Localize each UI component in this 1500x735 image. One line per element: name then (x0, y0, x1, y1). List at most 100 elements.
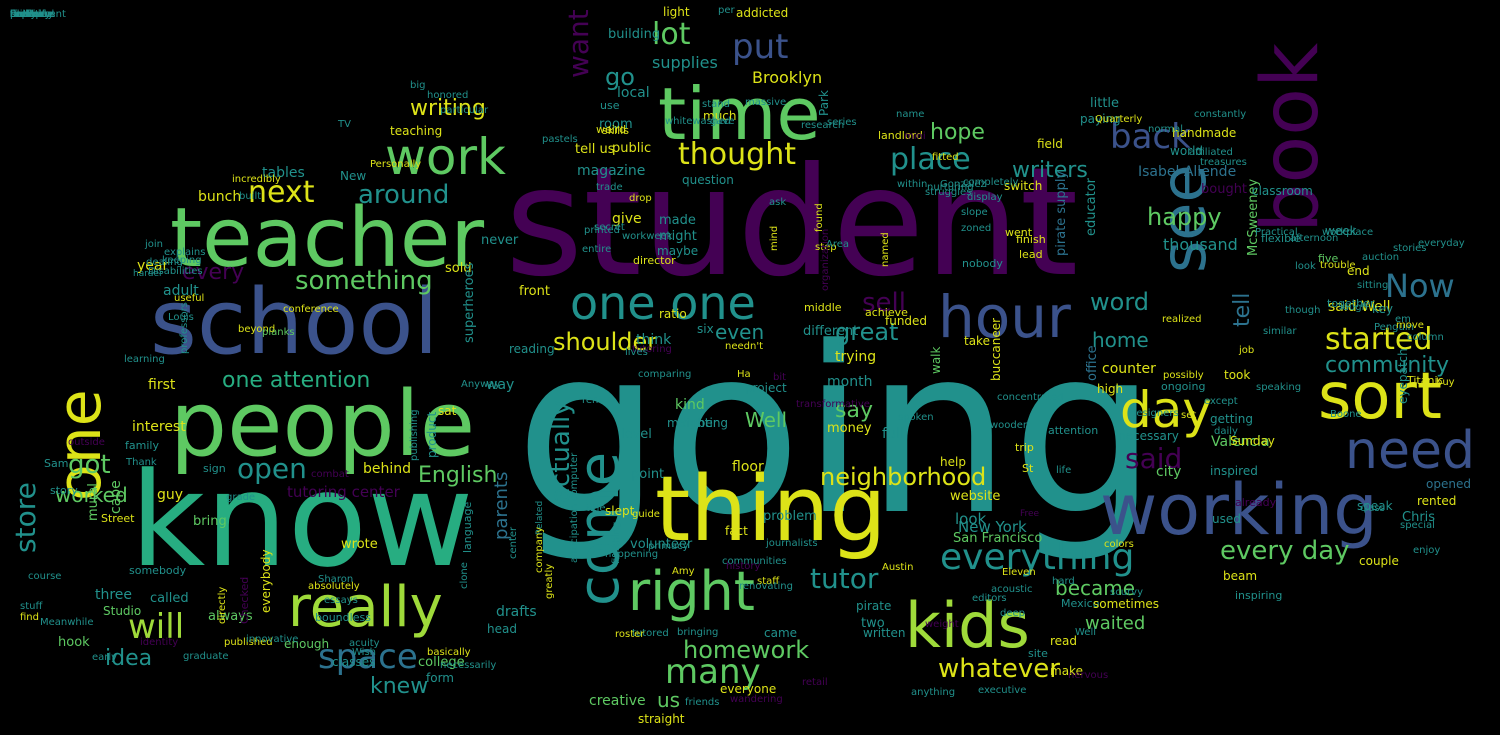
cloud-word: Sam (44, 457, 69, 470)
cloud-word: might (659, 229, 697, 244)
cloud-word: ongoing (1161, 380, 1206, 393)
cloud-word: New (340, 169, 367, 183)
cloud-word: thing (655, 457, 887, 562)
cloud-word: spoken (898, 412, 934, 423)
cloud-word: got (68, 450, 111, 480)
cloud-word: full (882, 426, 904, 442)
cloud-word: around (358, 180, 450, 210)
cloud-word: used (1212, 512, 1241, 526)
cloud-word: first (148, 377, 176, 393)
cloud-word: two (861, 616, 885, 631)
cloud-word: beyond (238, 324, 276, 335)
cloud-word: great (835, 318, 899, 346)
cloud-word: keeping (162, 255, 202, 266)
cloud-word: straight (638, 712, 685, 726)
cloud-word: rented (1417, 494, 1457, 508)
cloud-word: Boone (1330, 409, 1362, 420)
cloud-word: sister (10, 9, 38, 20)
cloud-word: bunch (198, 189, 242, 205)
cloud-word: site (1028, 647, 1048, 660)
cloud-word: conference (283, 304, 339, 315)
cloud-word: family (125, 439, 159, 452)
cloud-word: front (519, 284, 550, 299)
cloud-word: multiply (10, 9, 51, 20)
cloud-word: store (9, 481, 42, 553)
cloud-word: outside (68, 437, 105, 448)
cloud-word: Disabilities (148, 266, 203, 277)
cloud-word: opened (1426, 477, 1471, 491)
cloud-word: bought (1201, 182, 1248, 197)
cloud-word: something (295, 266, 433, 296)
cloud-word: Anyway (461, 379, 501, 390)
cloud-word: Eleven (1002, 567, 1036, 578)
cloud-word: grade (226, 492, 256, 503)
cloud-word: affiliated (1189, 147, 1233, 158)
cloud-word: executive (978, 685, 1027, 696)
cloud-word: head (487, 622, 517, 636)
cloud-word: weird (596, 123, 627, 136)
cloud-word: homework (683, 636, 810, 664)
cloud-word: wooden (990, 420, 1030, 431)
cloud-word: Meanwhile (40, 617, 94, 628)
cloud-word: supplies (652, 53, 718, 72)
cloud-word: identity (140, 637, 179, 648)
cloud-word: job (1239, 345, 1255, 356)
cloud-word: laugh (1340, 302, 1368, 313)
cloud-word: landlord (878, 129, 923, 142)
cloud-word: lives (625, 347, 648, 358)
cloud-word: middle (804, 301, 842, 314)
cloud-word: whatever (938, 654, 1060, 684)
cloud-word: inspired (1210, 464, 1258, 478)
cloud-word: language (461, 501, 474, 554)
cloud-word: Checked (238, 576, 251, 625)
cloud-word: friends (685, 697, 720, 708)
cloud-word: sell (862, 288, 906, 318)
cloud-word: struggles (925, 187, 972, 198)
cloud-word: renovating (739, 581, 793, 592)
cloud-word: dealing (146, 257, 183, 268)
cloud-word: website (950, 489, 1001, 504)
cloud-word: weight (925, 619, 959, 630)
cloud-word: organization (820, 228, 831, 291)
cloud-word: way (486, 377, 515, 393)
cloud-word: take (964, 334, 990, 348)
cloud-word: end (1347, 264, 1370, 278)
cloud-word: honored (427, 90, 469, 101)
cloud-word: product (425, 412, 439, 459)
cloud-word: kids (905, 589, 1030, 662)
cloud-word: volunteer (630, 537, 693, 552)
cloud-word: local (617, 85, 650, 101)
cloud-word: professors (179, 302, 190, 354)
cloud-word: class (1360, 503, 1385, 514)
cloud-word: started (1325, 322, 1433, 357)
cloud-word: St (1022, 462, 1034, 475)
cloud-word: Sunday (1230, 434, 1275, 448)
cloud-word: bodies (10, 9, 43, 20)
cloud-word: speak (1357, 499, 1393, 513)
cloud-word: em (1395, 314, 1411, 325)
cloud-word: getting (1210, 412, 1253, 426)
cloud-word: realized (1162, 314, 1202, 325)
cloud-word: tutored (632, 628, 669, 639)
cloud-word: designers (1130, 408, 1179, 419)
cloud-word: comparing (638, 369, 692, 380)
cloud-word: level (621, 427, 652, 442)
cloud-word: rent (582, 395, 603, 406)
cloud-word: entire (582, 244, 612, 255)
cloud-word: built (239, 191, 262, 202)
cloud-word: necessary (1118, 429, 1179, 443)
cloud-word: early (92, 652, 118, 663)
cloud-word: guide (632, 509, 660, 520)
cloud-word: took (1224, 368, 1251, 382)
cloud-word: say (835, 398, 873, 423)
cloud-word: boundless (315, 611, 371, 624)
cloud-word: normal (1148, 124, 1184, 135)
cloud-word: concentrated (997, 392, 1064, 403)
cloud-word: went (1005, 226, 1033, 239)
cloud-word: tell us (575, 142, 615, 157)
cloud-word: member (667, 416, 718, 430)
cloud-word: thousand (1163, 235, 1238, 254)
cloud-word: Penguin (1374, 322, 1414, 333)
cloud-word: editors (972, 593, 1007, 604)
